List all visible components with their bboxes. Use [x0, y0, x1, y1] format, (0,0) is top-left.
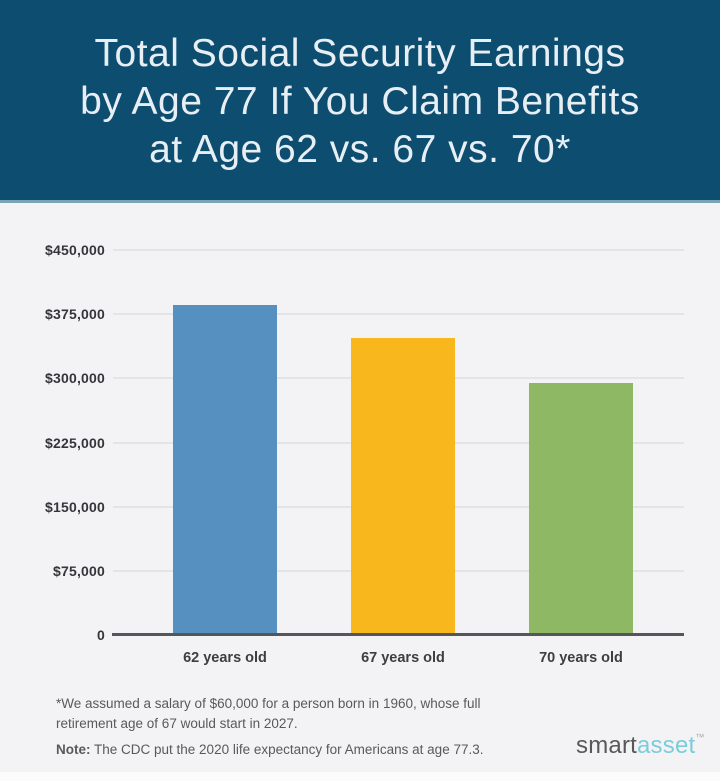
y-axis-tick-label: $75,000 — [52, 562, 105, 579]
x-axis-category-label: 70 years old — [539, 650, 623, 666]
trademark-symbol: ™ — [695, 732, 705, 742]
y-axis-tick-label: $225,000 — [45, 434, 105, 451]
logo-asset-text: asset — [637, 732, 696, 759]
note: Note: The CDC put the 2020 life expectan… — [56, 740, 483, 760]
x-axis-line — [112, 633, 684, 636]
y-axis-tick-label: $375,000 — [45, 306, 105, 323]
footer: *We assumed a salary of $60,000 for a pe… — [0, 690, 720, 781]
logo-smart-text: smart — [576, 732, 637, 759]
bar-chart: $450,000 $375,000 $300,000 $225,000 $150,000… — [0, 206, 720, 690]
note-label: Note: — [56, 742, 91, 757]
title-line-1: Total Social Security Earnings — [94, 32, 626, 75]
gridline-450000 — [113, 249, 684, 251]
note-text: The CDC put the 2020 life expectancy for… — [90, 742, 484, 757]
header: Total Social Security Earnings by Age 77… — [0, 0, 720, 203]
footnote-line-2: retirement age of 67 would start in 2027… — [56, 716, 298, 731]
y-axis-tick-label: 0 — [97, 627, 105, 643]
title-line-2: by Age 77 If You Claim Benefits — [80, 80, 640, 123]
gridline-375000 — [113, 313, 684, 316]
x-axis-category-label: 62 years old — [183, 650, 267, 666]
bar-62-years-old — [173, 304, 277, 635]
bar-70-years-old — [529, 382, 633, 635]
smartasset-logo: smartasset™ — [576, 732, 705, 760]
bottom-edge — [0, 772, 720, 781]
bar-67-years-old — [351, 338, 455, 635]
y-axis-tick-label: $450,000 — [45, 242, 105, 258]
footnote: *We assumed a salary of $60,000 for a pe… — [56, 694, 481, 734]
footnote-line-1: *We assumed a salary of $60,000 for a pe… — [56, 696, 481, 711]
page-title: Total Social Security Earnings by Age 77… — [0, 30, 720, 174]
y-axis-tick-label: $150,000 — [45, 498, 105, 515]
y-axis-tick-label: $300,000 — [45, 370, 105, 387]
x-axis-category-label: 67 years old — [361, 650, 445, 666]
title-line-3: at Age 62 vs. 67 vs. 70* — [149, 128, 571, 171]
